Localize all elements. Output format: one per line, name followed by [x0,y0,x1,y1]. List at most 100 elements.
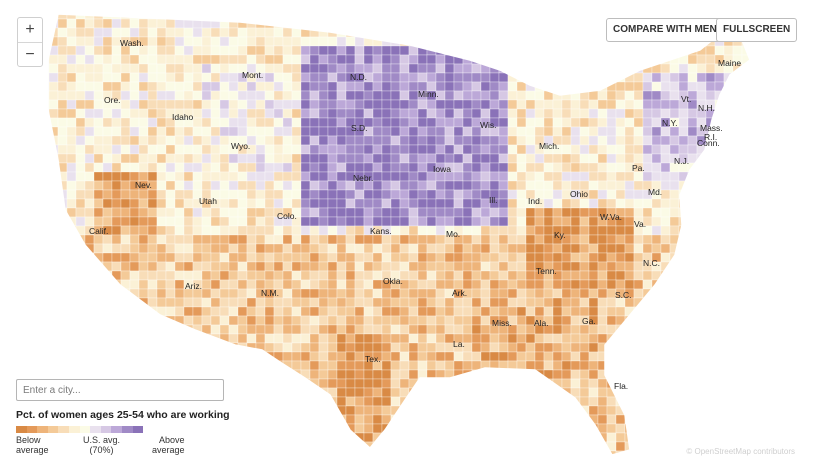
county-cell[interactable] [138,198,149,209]
county-cell[interactable] [174,72,185,83]
county-cell[interactable] [579,243,590,254]
county-cell[interactable] [723,144,734,155]
county-cell[interactable] [102,297,113,308]
county-cell[interactable] [309,36,320,47]
county-cell[interactable] [597,144,608,155]
county-cell[interactable] [165,63,176,74]
county-cell[interactable] [210,162,221,173]
county-cell[interactable] [282,423,293,434]
county-cell[interactable] [354,45,365,56]
county-cell[interactable] [40,351,50,362]
county-cell[interactable] [228,198,239,209]
county-cell[interactable] [264,333,275,344]
county-cell[interactable] [408,135,419,146]
county-cell[interactable] [435,135,446,146]
county-cell[interactable] [336,333,347,344]
county-cell[interactable] [363,243,374,254]
county-cell[interactable] [381,351,392,362]
county-cell[interactable] [516,108,527,119]
county-cell[interactable] [381,315,392,326]
county-cell[interactable] [462,387,473,398]
county-cell[interactable] [273,45,284,56]
county-cell[interactable] [570,405,581,416]
county-cell[interactable] [345,414,356,425]
county-cell[interactable] [183,189,194,200]
county-cell[interactable] [120,171,131,182]
county-cell[interactable] [525,225,536,236]
county-cell[interactable] [75,270,86,281]
county-cell[interactable] [318,144,329,155]
county-cell[interactable] [156,189,167,200]
county-cell[interactable] [40,135,50,146]
county-cell[interactable] [66,36,77,47]
county-cell[interactable] [192,351,203,362]
county-cell[interactable] [633,387,644,398]
county-cell[interactable] [120,18,131,29]
county-cell[interactable] [345,441,356,452]
county-cell[interactable] [363,405,374,416]
county-cell[interactable] [246,216,257,227]
county-cell[interactable] [751,316,760,325]
county-cell[interactable] [399,252,410,263]
county-cell[interactable] [615,45,626,56]
county-cell[interactable] [588,162,599,173]
county-cell[interactable] [471,27,482,38]
county-cell[interactable] [543,306,554,317]
county-cell[interactable] [606,360,617,371]
county-cell[interactable] [336,360,347,371]
county-cell[interactable] [498,171,509,182]
county-cell[interactable] [678,81,689,92]
county-cell[interactable] [183,45,194,56]
county-cell[interactable] [462,414,473,425]
county-cell[interactable] [741,189,751,200]
county-cell[interactable] [273,441,284,452]
county-cell[interactable] [525,27,536,38]
county-cell[interactable] [264,225,275,236]
county-cell[interactable] [507,171,518,182]
county-cell[interactable] [543,10,554,20]
county-cell[interactable] [525,333,536,344]
county-cell[interactable] [660,378,671,389]
county-cell[interactable] [354,108,365,119]
county-cell[interactable] [444,396,455,407]
county-cell[interactable] [156,270,167,281]
county-cell[interactable] [435,261,446,272]
county-cell[interactable] [219,441,230,452]
county-cell[interactable] [57,36,68,47]
county-cell[interactable] [138,108,149,119]
county-cell[interactable] [615,63,626,74]
county-cell[interactable] [309,81,320,92]
county-cell[interactable] [273,72,284,83]
county-cell[interactable] [606,270,617,281]
county-cell[interactable] [597,72,608,83]
county-cell[interactable] [498,117,509,128]
county-cell[interactable] [687,72,698,83]
county-cell[interactable] [219,252,230,263]
county-cell[interactable] [309,180,320,191]
county-cell[interactable] [516,396,527,407]
county-cell[interactable] [102,198,113,209]
county-cell[interactable] [57,279,68,290]
county-cell[interactable] [588,72,599,83]
county-cell[interactable] [66,198,77,209]
county-cell[interactable] [606,171,617,182]
county-cell[interactable] [201,45,212,56]
county-cell[interactable] [714,405,725,416]
county-cell[interactable] [651,135,662,146]
county-cell[interactable] [111,144,122,155]
county-cell[interactable] [480,18,491,29]
county-cell[interactable] [48,90,59,101]
county-cell[interactable] [48,261,59,272]
county-cell[interactable] [633,117,644,128]
county-cell[interactable] [489,216,500,227]
county-cell[interactable] [732,360,743,371]
county-cell[interactable] [291,414,302,425]
county-cell[interactable] [111,225,122,236]
county-cell[interactable] [390,144,401,155]
county-cell[interactable] [660,270,671,281]
county-cell[interactable] [75,99,86,110]
county-cell[interactable] [732,333,743,344]
county-cell[interactable] [237,324,248,335]
county-cell[interactable] [228,405,239,416]
county-cell[interactable] [552,189,563,200]
